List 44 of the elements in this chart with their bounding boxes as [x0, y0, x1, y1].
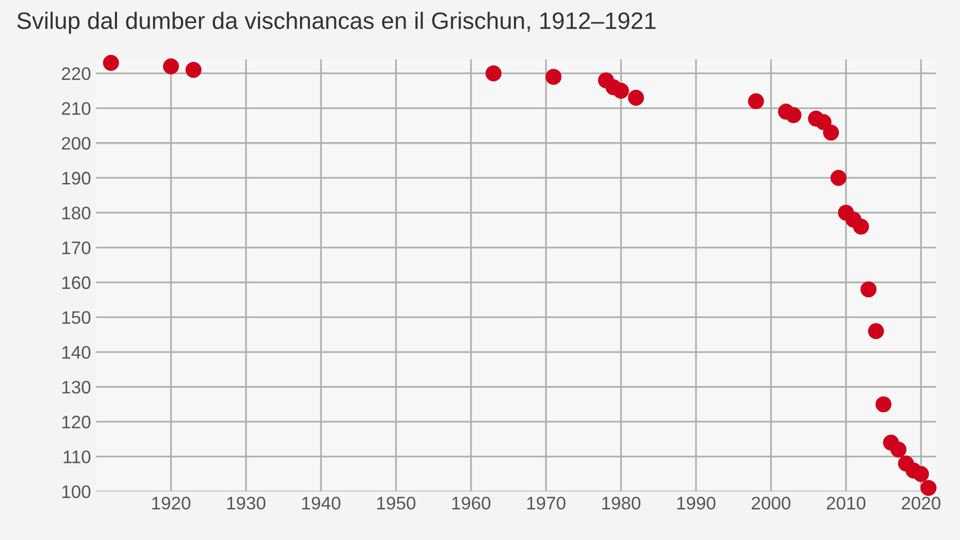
point [920, 480, 936, 496]
point [876, 396, 892, 412]
y-tick-label: 130 [62, 380, 90, 394]
point [860, 281, 876, 298]
y-tick-label: 120 [62, 416, 90, 428]
chart-title: Svilup dal dumber da vischnancas en il Grischun, 1912–1921 [17, 12, 656, 34]
y-tick-label: 170 [62, 241, 90, 254]
x-tick-label: 1990 [677, 496, 716, 510]
point [816, 114, 832, 130]
y-tick-label: 150 [62, 311, 90, 324]
point [823, 124, 839, 141]
point [163, 58, 179, 74]
point [890, 442, 906, 458]
point [748, 93, 764, 110]
x-tick-label: 2000 [752, 496, 790, 510]
y-tick-label: 220 [62, 67, 90, 80]
y-tick-label: 180 [62, 206, 90, 220]
y-tick-label: 160 [62, 276, 90, 290]
point [186, 62, 202, 78]
point [613, 82, 629, 99]
point [546, 68, 562, 85]
point [853, 218, 869, 235]
x-tick-label: 1960 [452, 496, 490, 510]
x-tick-label: 1970 [527, 496, 566, 510]
y-tick-label: 110 [64, 450, 90, 464]
x-tick-label: 1940 [302, 496, 340, 510]
y-tick-label: 210 [62, 102, 90, 115]
point [628, 90, 644, 106]
x-tick-label: 2010 [826, 496, 866, 510]
point [868, 323, 884, 340]
point [786, 107, 802, 124]
x-tick-label: 1920 [152, 496, 190, 510]
y-tick-label: 200 [62, 136, 90, 150]
y-tick-label: 100 [62, 485, 90, 498]
point [913, 466, 929, 482]
point [486, 65, 502, 82]
y-tick-label: 190 [62, 172, 90, 185]
x-tick-label: 1980 [602, 496, 640, 510]
point [103, 54, 119, 71]
point [830, 170, 846, 186]
x-tick-label: 1950 [377, 496, 416, 510]
x-tick-label: 2020 [902, 496, 940, 510]
y-tick-label: 140 [62, 346, 90, 359]
x-tick-label: 1930 [227, 496, 266, 510]
